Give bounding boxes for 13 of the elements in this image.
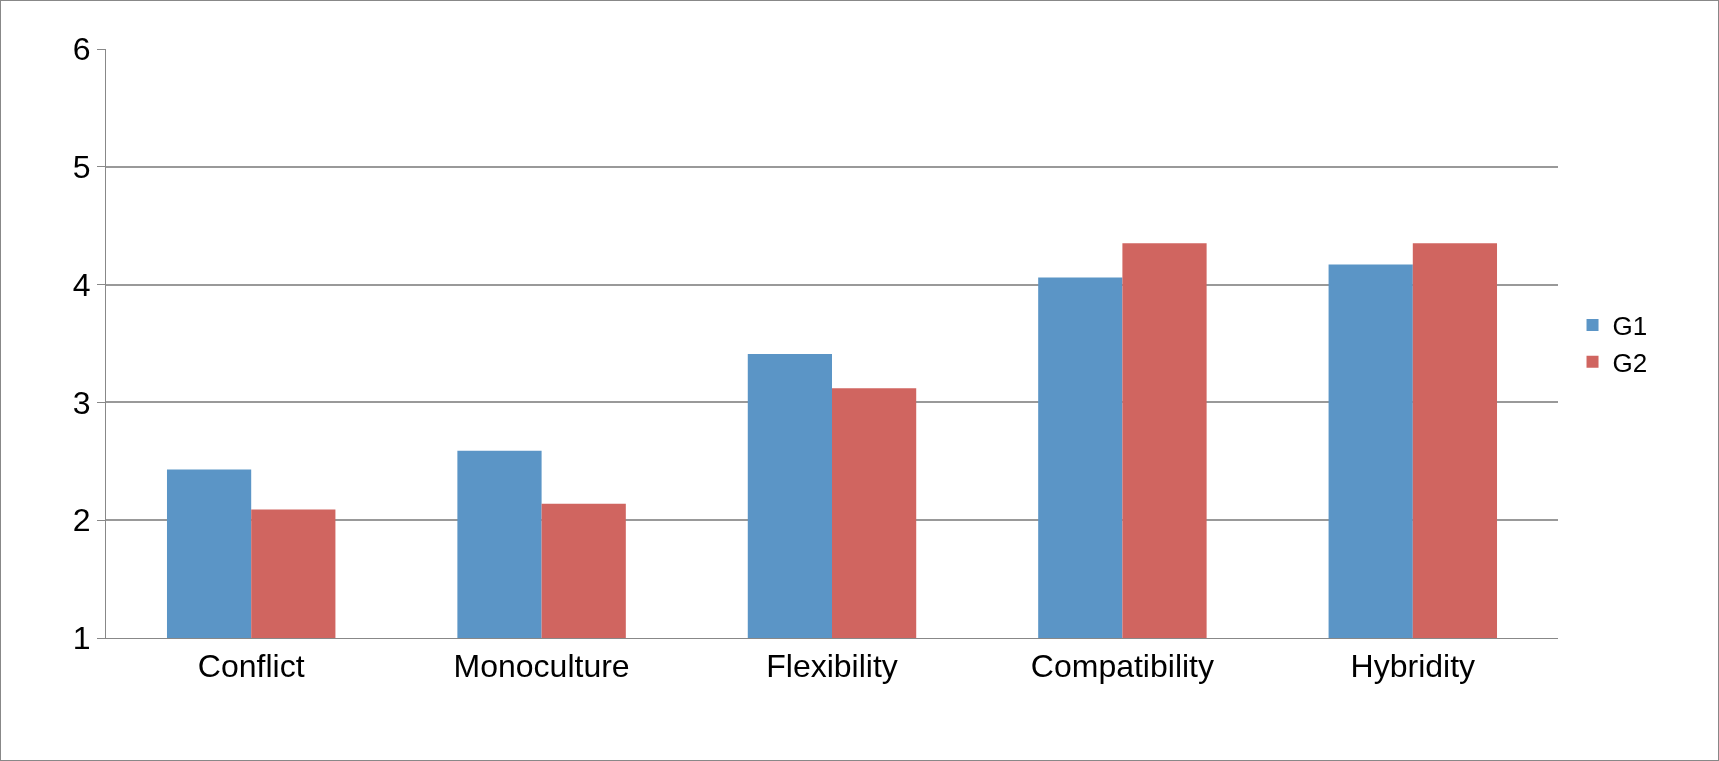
y-tick-label: 4: [72, 266, 91, 303]
x-tick-label: Monoculture: [453, 648, 630, 685]
y-tick-label: 6: [72, 31, 91, 68]
y-tick-label: 3: [72, 384, 91, 421]
y-tick-label: 1: [72, 620, 91, 657]
y-tick-label: 2: [72, 502, 91, 539]
x-tick-label: Hybridity: [1350, 648, 1476, 685]
legend-label: G1: [1612, 311, 1648, 342]
legend-label: G2: [1612, 347, 1648, 378]
y-tick-label: 5: [72, 149, 91, 185]
x-tick-label: Compatibility: [1030, 648, 1214, 685]
x-tick-label: Conflict: [197, 648, 305, 685]
x-tick-label: Flexibility: [766, 648, 898, 685]
